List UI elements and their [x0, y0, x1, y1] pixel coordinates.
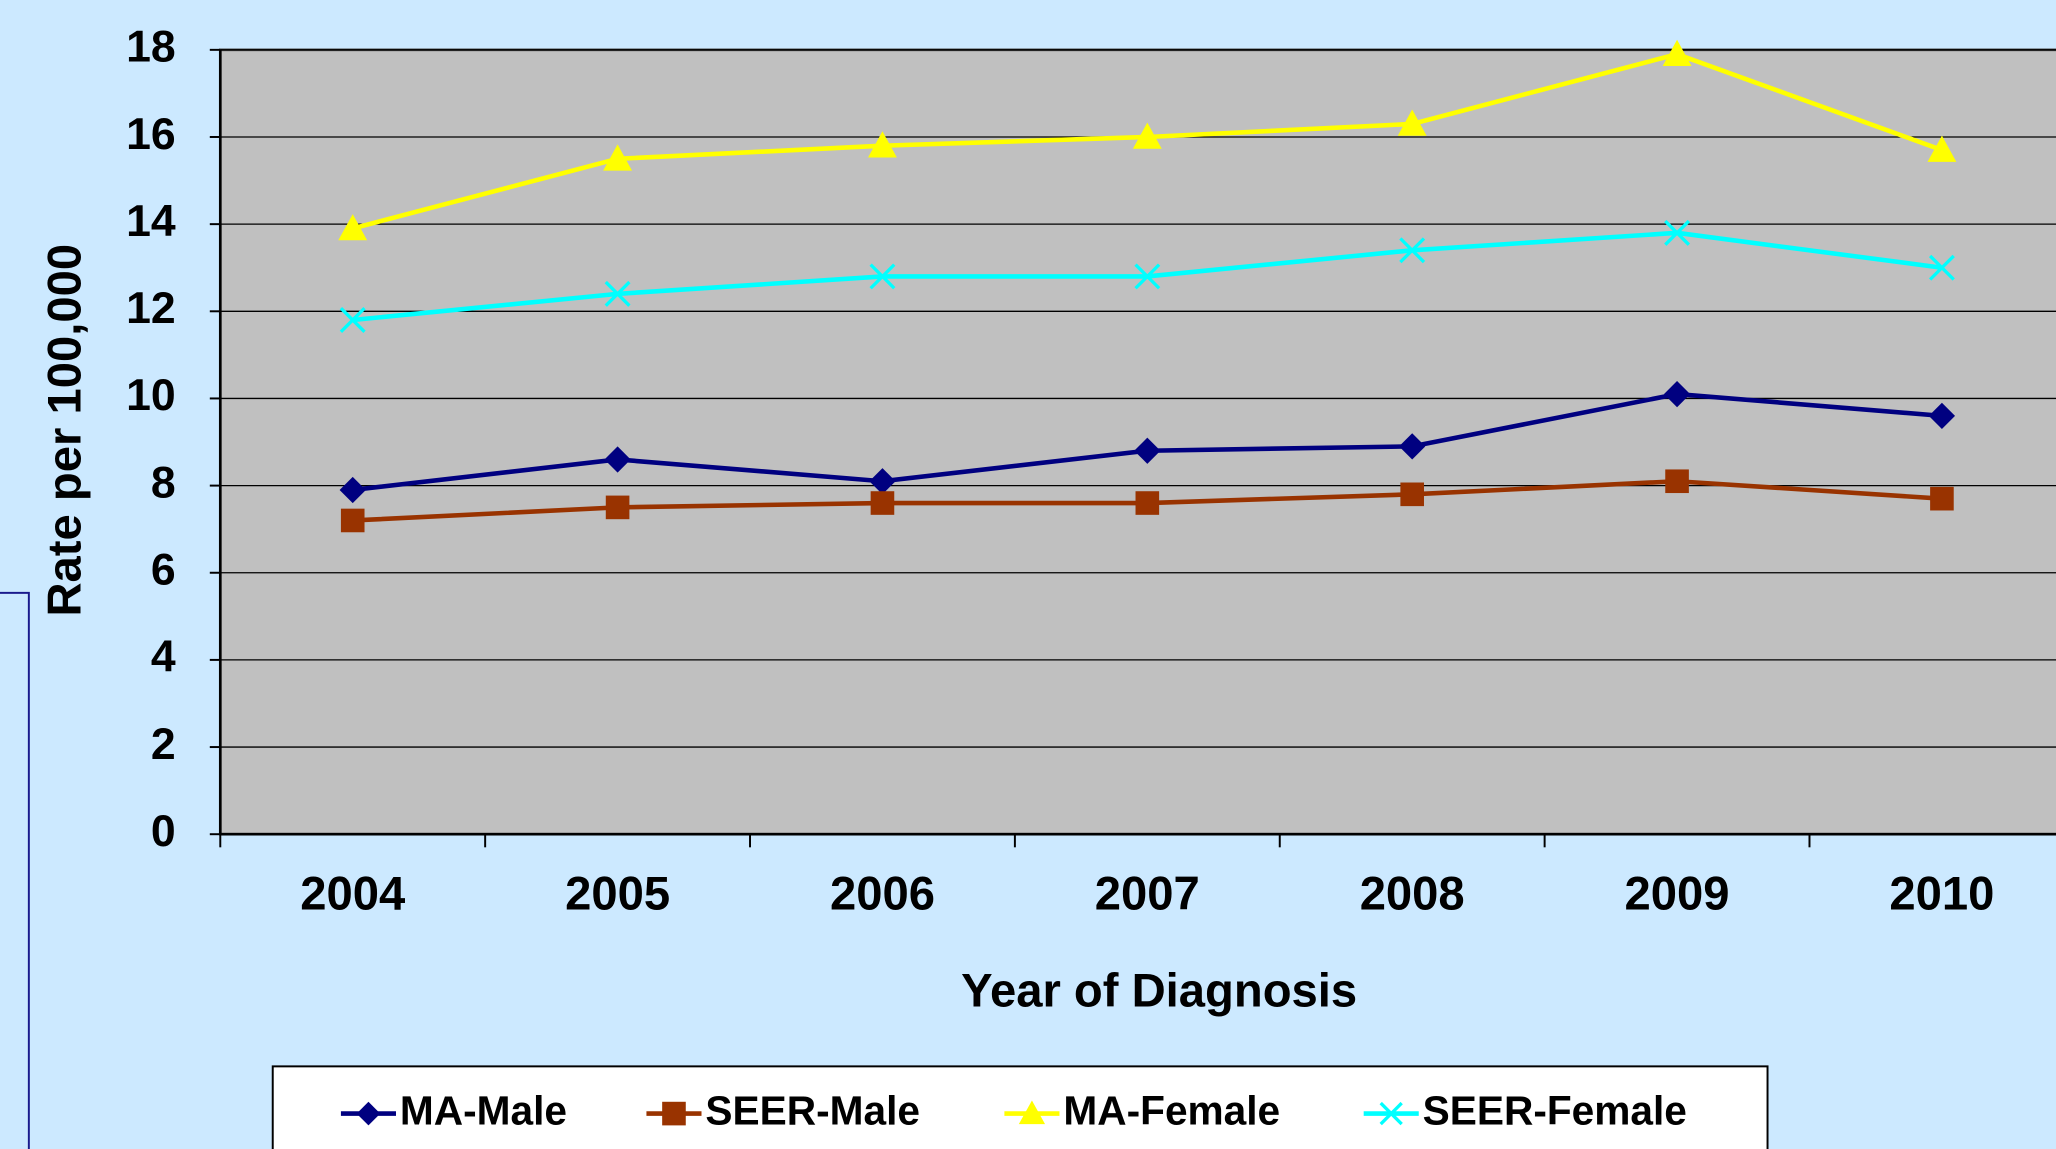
- marker: [340, 508, 365, 533]
- y-tick-label: 14: [126, 197, 176, 246]
- x-tick-label: 2009: [1625, 868, 1730, 921]
- marker: [1662, 39, 1692, 67]
- x-axis-title: Year of Diagnosis: [961, 965, 1357, 1018]
- x-tick-label: 2005: [565, 868, 670, 921]
- marker: [604, 446, 631, 473]
- x-tick-label: 2010: [1889, 868, 1994, 921]
- x-tick-label: 2004: [300, 868, 405, 921]
- marker: [1930, 486, 1954, 511]
- x-tick-label: 2008: [1360, 868, 1465, 921]
- marker: [868, 131, 897, 158]
- marker: [1400, 482, 1424, 507]
- marker: [1665, 469, 1689, 494]
- y-tick-label: 8: [151, 458, 176, 507]
- legend-marker: [1018, 1100, 1046, 1125]
- marker: [1399, 433, 1426, 460]
- y-tick-label: 10: [126, 371, 176, 420]
- marker: [1135, 491, 1160, 515]
- legend-marker: [1379, 1101, 1403, 1126]
- marker: [605, 495, 630, 520]
- marker: [1663, 380, 1691, 408]
- legend-marker: [356, 1101, 381, 1126]
- marker: [1132, 122, 1162, 149]
- marker: [1134, 263, 1161, 290]
- legend-label: SEER-Male: [705, 1087, 920, 1133]
- marker: [1928, 402, 1956, 429]
- marker: [1399, 237, 1426, 264]
- marker: [870, 491, 895, 515]
- marker: [1397, 109, 1427, 136]
- y-tick-label: 4: [151, 633, 176, 682]
- marker: [339, 476, 366, 504]
- marker: [603, 144, 633, 171]
- plot-area: [218, 48, 2056, 836]
- marker: [604, 280, 631, 307]
- y-tick-label: 0: [151, 807, 176, 856]
- marker: [869, 263, 896, 290]
- legend-label: MA-Male: [400, 1087, 567, 1133]
- legend-box: [271, 1065, 1769, 1149]
- y-tick-label: 6: [151, 546, 176, 595]
- legend-label: SEER-Female: [1423, 1087, 1687, 1133]
- marker: [1927, 135, 1957, 162]
- y-tick-label: 18: [126, 23, 176, 72]
- y-axis-title: Rate per 100,000: [39, 244, 92, 617]
- marker: [339, 307, 366, 333]
- y-tick-label: 16: [126, 110, 176, 159]
- y-tick-label: 12: [126, 284, 176, 333]
- x-tick-label: 2007: [1095, 868, 1200, 921]
- legend-label: MA-Female: [1063, 1087, 1280, 1133]
- marker: [338, 214, 368, 241]
- legend-marker: [662, 1101, 686, 1126]
- marker: [1134, 437, 1161, 464]
- marker: [1928, 254, 1955, 281]
- x-tick-label: 2006: [830, 868, 935, 921]
- side-box: [0, 591, 30, 1149]
- marker: [1664, 219, 1691, 246]
- y-tick-label: 2: [151, 720, 176, 769]
